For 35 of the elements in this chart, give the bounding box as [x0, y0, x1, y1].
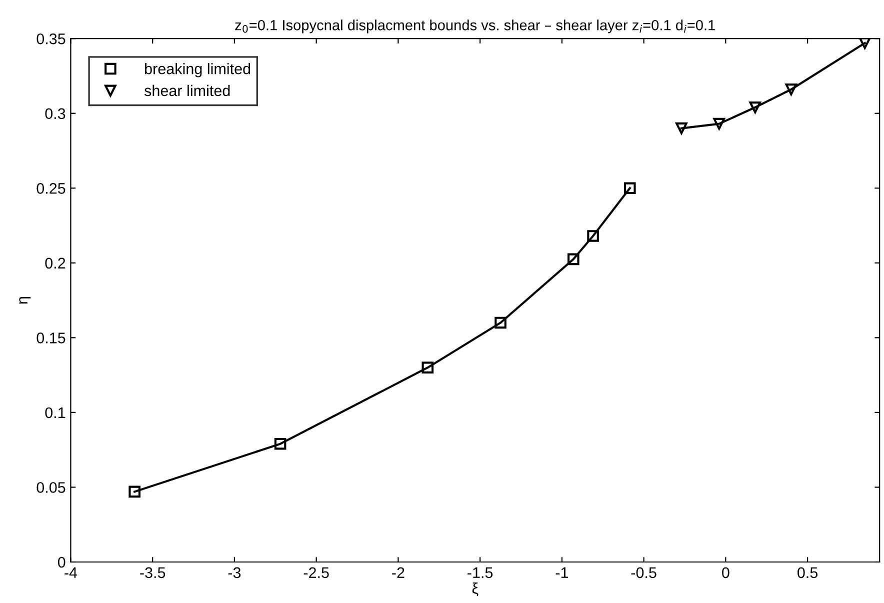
x-tick-label: -0.5 — [631, 567, 656, 578]
x-tick-label: 0 — [722, 567, 730, 578]
x-tick-label: -1.5 — [468, 567, 493, 578]
point — [274, 438, 286, 450]
point — [422, 362, 434, 374]
x-tick-label: -4 — [64, 567, 78, 578]
x-tick-label: -2 — [392, 567, 404, 578]
y-tick-label: 0.05 — [36, 482, 66, 493]
point — [858, 38, 871, 49]
x-tick-label: -2.5 — [304, 567, 329, 578]
point — [713, 118, 726, 130]
point — [128, 486, 140, 498]
y-tick-label: 0.35 — [36, 33, 66, 44]
legend-label: shear limited — [144, 84, 230, 96]
point — [494, 316, 506, 329]
x-tick-label: -3.5 — [140, 567, 166, 578]
y-tick-label: 0.2 — [45, 258, 66, 269]
point — [624, 182, 636, 194]
y-tick-label: 0.25 — [36, 183, 66, 194]
point — [676, 122, 688, 134]
x-axis-title: ξ — [472, 582, 478, 596]
x-tick-label: -1 — [556, 567, 568, 578]
point — [567, 253, 580, 266]
y-axis-title: η — [19, 297, 31, 304]
legend-label: breaking limited — [145, 63, 250, 78]
point — [587, 230, 599, 242]
y-tick-label: 0 — [58, 556, 66, 568]
chart-title: z$_{0}$=0.1 Isopycnal displacment bounds vs. shear – shear layer z$_{i}$=0.1 d$_{i}$=0.1 — [235, 20, 715, 34]
x-tick-label: 0.5 — [798, 567, 818, 578]
y-tick-label: 0.15 — [36, 332, 66, 344]
y-tick-label: 0.3 — [45, 108, 66, 120]
x-tick-label: -3 — [228, 567, 241, 578]
y-tick-label: 0.1 — [45, 407, 66, 418]
point — [785, 84, 798, 96]
point — [749, 101, 762, 114]
